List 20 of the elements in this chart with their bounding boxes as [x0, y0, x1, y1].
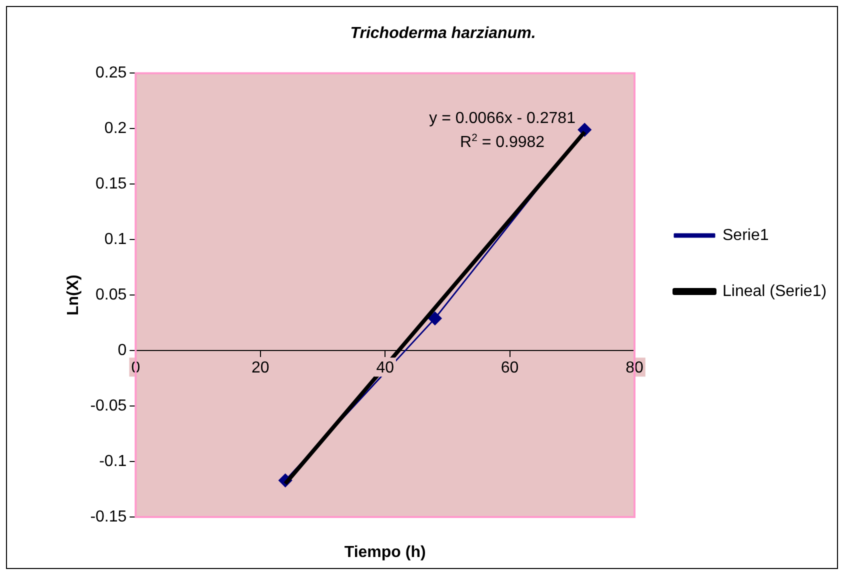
x-tick-label: 80	[626, 360, 644, 377]
point	[428, 312, 442, 326]
x-axis-title: Tiempo (h)	[344, 544, 426, 561]
y-tick-label: -0.1	[99, 452, 127, 470]
y-tick-label: 0.1	[104, 231, 127, 248]
y-tick-label: 0.15	[96, 176, 127, 193]
y-tick-label: -0.05	[90, 397, 127, 414]
legend-label: Serie1	[722, 226, 769, 244]
x-tick-label: 40	[376, 360, 394, 377]
annotation: y = 0.0066x - 0.2781	[429, 110, 576, 128]
y-axis-title: Ln(X)	[65, 274, 82, 316]
y-tick-label: 0.25	[96, 64, 127, 82]
x-tick-label: 20	[251, 360, 270, 377]
chart-title: Trichoderma harzianum.	[350, 25, 536, 42]
legend-label: Lineal (Serie1)	[722, 282, 827, 300]
x-tick-label: 60	[500, 360, 519, 377]
y-tick-label: 0.05	[96, 286, 127, 304]
y-tick-label: 0	[118, 342, 127, 359]
y-tick-label: -0.15	[90, 508, 127, 526]
y-tick-label: 0.2	[104, 120, 127, 138]
